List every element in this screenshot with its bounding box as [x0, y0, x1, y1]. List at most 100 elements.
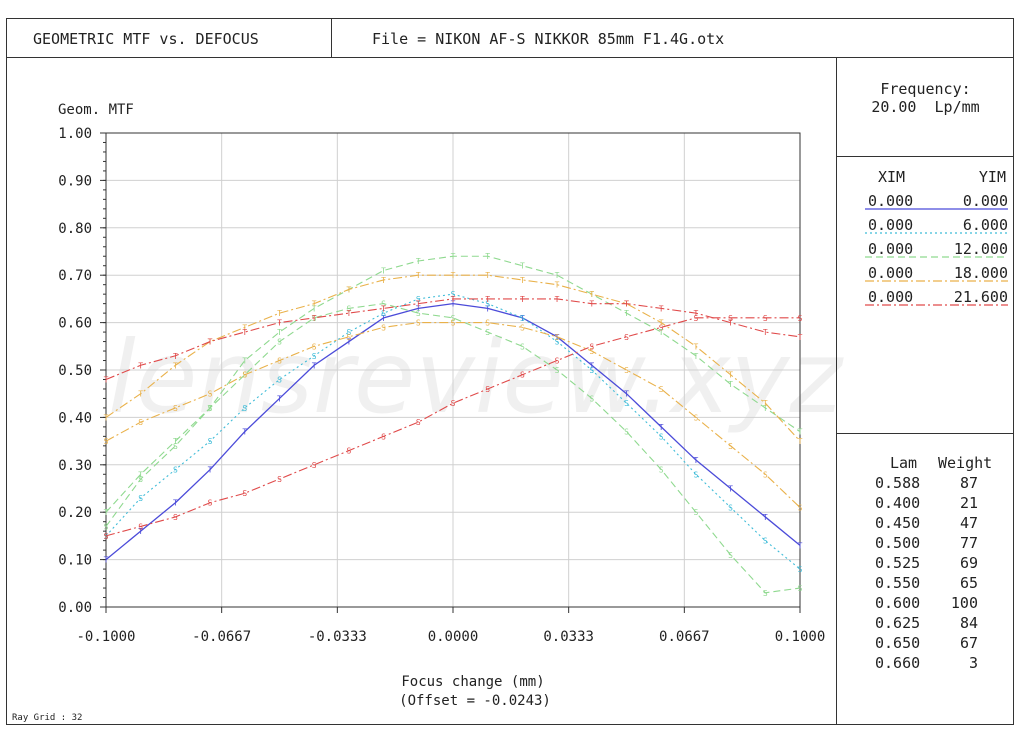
- lam-value: 0.550: [875, 574, 921, 592]
- data-point-marker: S: [104, 532, 109, 541]
- weight-value: 69: [959, 554, 978, 572]
- data-point-marker: S: [659, 466, 664, 475]
- data-point-marker: T: [728, 485, 733, 494]
- x-tick-label: -0.1000: [76, 629, 135, 645]
- lam-value: 0.650: [875, 634, 921, 652]
- frequency-box: Frequency: 20.00 Lp/mm: [837, 80, 1014, 116]
- data-point-marker: S: [173, 404, 178, 413]
- data-point-marker: S: [242, 371, 247, 380]
- weight-row: 0.450 47: [868, 513, 1008, 533]
- x-axis-offset-label: (Offset = -0.0243): [399, 693, 551, 709]
- data-point-marker: S: [520, 371, 525, 380]
- data-point-marker: S: [798, 584, 803, 593]
- weight-value: 100: [950, 594, 978, 612]
- data-point-marker: T: [798, 437, 803, 446]
- data-point-marker: T: [798, 541, 803, 550]
- data-point-marker: T: [659, 304, 664, 313]
- data-point-marker: T: [451, 252, 456, 261]
- yim-value: 12.000: [953, 240, 1008, 258]
- weight-value: 47: [959, 514, 978, 532]
- data-point-marker: S: [346, 333, 351, 342]
- data-point-marker: T: [659, 319, 664, 328]
- series-line: [105, 298, 801, 380]
- data-point-marker: T: [173, 437, 178, 446]
- data-point-marker: T: [693, 309, 698, 318]
- data-point-marker: S: [381, 309, 386, 318]
- y-tick-label: 0.10: [58, 553, 92, 569]
- field-row: 0.000 21.600: [858, 286, 1008, 310]
- data-point-marker: T: [763, 404, 768, 413]
- data-point-marker: T: [346, 309, 351, 318]
- data-point-marker: S: [728, 442, 733, 451]
- data-point-marker: T: [173, 361, 178, 370]
- data-point-marker: T: [798, 333, 803, 342]
- data-point-marker: T: [416, 300, 421, 309]
- weight-row: 0.625 84: [868, 613, 1008, 633]
- data-point-marker: T: [104, 508, 109, 517]
- file-name: File = NIKON AF-S NIKKOR 85mm F1.4G.otx: [331, 18, 1014, 58]
- plot-area: [105, 132, 801, 608]
- ray-grid-label: Ray Grid : 32: [12, 713, 83, 723]
- field-table-header: XIM YIM: [858, 166, 1008, 190]
- y-tick-label: 0.40: [58, 410, 92, 426]
- data-point-marker: T: [520, 276, 525, 285]
- data-point-marker: T: [763, 399, 768, 408]
- data-point-marker: S: [659, 432, 664, 441]
- data-point-marker: S: [624, 333, 629, 342]
- data-point-marker: T: [589, 290, 594, 299]
- weight-value: 21: [959, 494, 978, 512]
- data-point-marker: S: [277, 475, 282, 484]
- weight-row: 0.525 69: [868, 553, 1008, 573]
- data-point-marker: T: [589, 290, 594, 299]
- data-point-marker: T: [589, 300, 594, 309]
- x-tick-label: -0.0667: [192, 629, 251, 645]
- data-point-marker: S: [346, 328, 351, 337]
- data-point-marker: S: [416, 295, 421, 304]
- data-point-marker: S: [451, 314, 456, 323]
- data-point-marker: S: [138, 494, 143, 503]
- data-point-marker: S: [346, 447, 351, 456]
- weight-value: 3: [968, 654, 978, 672]
- data-point-marker: S: [763, 470, 768, 479]
- series-line: [105, 302, 801, 561]
- data-point-marker: S: [485, 300, 490, 309]
- data-point-marker: T: [763, 328, 768, 337]
- y-axis-label: Geom. MTF: [58, 102, 134, 118]
- data-point-marker: S: [624, 399, 629, 408]
- data-point-marker: S: [346, 304, 351, 313]
- data-point-marker: T: [138, 390, 143, 399]
- data-point-marker: S: [798, 565, 803, 574]
- data-point-marker: S: [208, 390, 213, 399]
- weight-value: 65: [959, 574, 978, 592]
- data-point-marker: S: [173, 442, 178, 451]
- y-tick-label: 0.80: [58, 221, 92, 237]
- data-point-marker: T: [381, 276, 386, 285]
- data-point-marker: T: [416, 257, 421, 266]
- x-tick-label: 0.0667: [659, 629, 710, 645]
- data-point-marker: S: [555, 366, 560, 375]
- data-point-marker: T: [728, 371, 733, 380]
- data-point-marker: T: [381, 304, 386, 313]
- data-point-marker: T: [520, 295, 525, 304]
- data-point-marker: T: [381, 314, 386, 323]
- data-point-marker: T: [312, 361, 317, 370]
- lam-header: Lam: [890, 454, 918, 472]
- data-point-marker: S: [416, 309, 421, 318]
- xim-value: 0.000: [868, 240, 914, 258]
- data-point-marker: S: [693, 470, 698, 479]
- lam-value: 0.600: [875, 594, 921, 612]
- data-point-marker: T: [138, 361, 143, 370]
- data-point-marker: S: [763, 537, 768, 546]
- data-point-marker: S: [589, 394, 594, 403]
- data-point-marker: T: [624, 300, 629, 309]
- data-point-marker: S: [485, 385, 490, 394]
- y-tick-label: 0.00: [58, 600, 92, 616]
- field-row: 0.000 12.000: [858, 238, 1008, 262]
- data-point-marker: S: [138, 475, 143, 484]
- data-point-marker: S: [589, 366, 594, 375]
- lam-value: 0.500: [875, 534, 921, 552]
- data-point-marker: T: [485, 271, 490, 280]
- weight-header: Weight: [938, 454, 993, 472]
- data-point-marker: S: [104, 532, 109, 541]
- lam-value: 0.450: [875, 514, 921, 532]
